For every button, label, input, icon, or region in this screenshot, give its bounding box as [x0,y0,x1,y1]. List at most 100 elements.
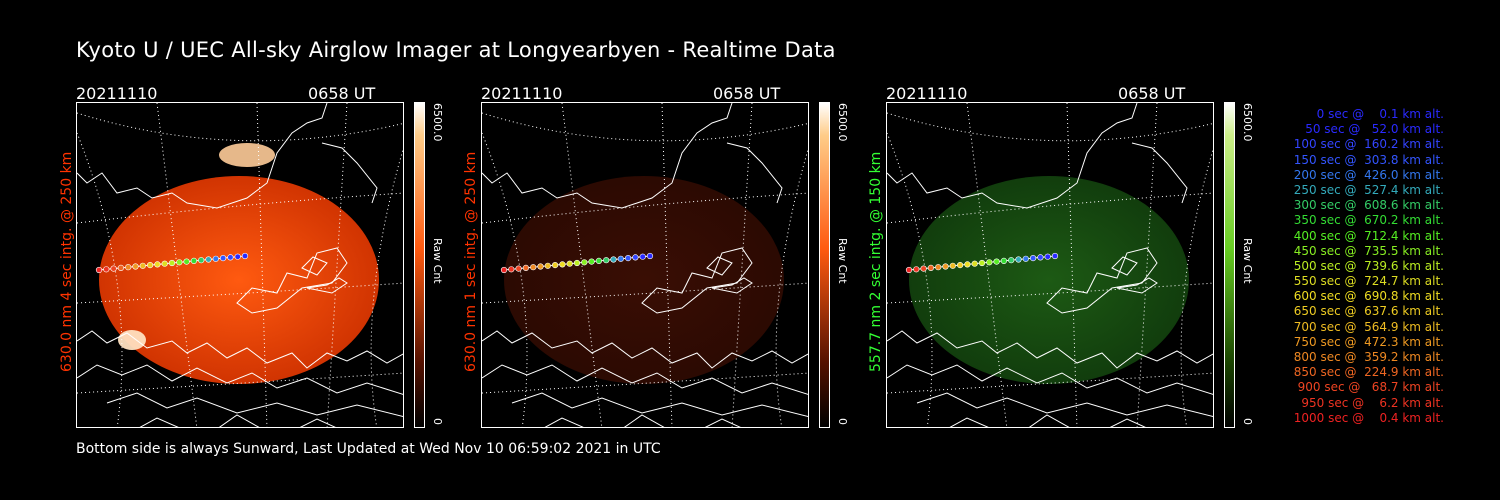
trajectory-point [1051,252,1059,260]
bright-patch [118,330,146,350]
trajectory-point [559,261,566,268]
panel-1-cbar-max: 6500.0 [431,103,444,142]
trajectory-point [537,263,544,270]
legend-item: 800 sec @ 359.2 km alt. [1289,350,1444,364]
panel-2-cbar-max: 6500.0 [836,103,849,142]
trajectory-point [964,261,971,268]
trajectory-point [530,264,537,271]
bright-patch [219,143,275,167]
panel-2-date: 20211110 [481,84,563,103]
panel-1-image [76,102,404,428]
trajectory-point [566,260,573,267]
legend-item: 950 sec @ 6.2 km alt. [1297,395,1444,410]
map-grid [482,103,808,427]
trajectory-point [544,262,551,269]
legend-item: 850 sec @ 224.9 km alt. [1289,365,1444,380]
trajectory-point [551,262,559,269]
trajectory-point [639,253,646,260]
legend-item: 750 sec @ 472.3 km alt. [1289,334,1444,349]
trajectory-point [168,259,176,267]
legend-item: 1000 sec @ 0.4 km alt. [1293,410,1444,425]
trajectory-point [927,264,935,271]
trajectory-point [139,262,146,269]
panel-2-map [482,103,808,427]
trajectory-point [212,255,219,262]
trajectory-point [515,265,522,272]
legend-item: 450 sec @ 735.5 km alt. [1289,243,1444,258]
panel-3-cbar-unit: Raw Cnt [1241,238,1254,284]
trajectory-point [125,264,132,271]
legend-item: 300 sec @ 608.6 km alt. [1289,198,1444,213]
trajectory-point [913,266,920,273]
trajectory-legend: 0 sec @ 0.1 km alt. 50 sec @ 52.0 km alt… [1262,107,1444,426]
trajectory-point [227,254,234,261]
trajectory-point [1008,257,1015,264]
trajectory-point [632,254,639,261]
legend-item: 150 sec @ 303.8 km alt. [1289,152,1444,167]
trajectory-point [1030,255,1037,262]
map-grid [77,103,403,427]
trajectory-point [220,255,227,262]
trajectory-point [949,262,956,269]
legend-item: 350 sec @ 670.2 km alt. [1289,213,1444,228]
legend-item: 500 sec @ 739.6 km alt. [1289,258,1444,273]
legend-item: 600 sec @ 690.8 km alt. [1289,289,1444,304]
panel-1-cbar-unit: Raw Cnt [431,238,444,284]
trajectory-point [234,253,241,260]
trajectory-point [176,259,183,266]
trajectory-point [110,265,117,272]
trajectory-point [117,264,125,271]
trajectory-point [500,266,508,274]
legend-item: 900 sec @ 68.7 km alt. [1293,380,1444,395]
legend-item: 50 sec @ 52.0 km alt. [1297,122,1444,137]
legend-item: 550 sec @ 724.7 km alt. [1289,274,1444,289]
trajectory-point [183,258,190,265]
trajectory-point [942,263,949,270]
coastline [77,103,403,427]
trajectory-point [978,259,986,267]
trajectory-point [154,261,161,268]
trajectory-point [603,257,610,264]
panel-3-cbar-max: 6500.0 [1241,103,1254,142]
panel-1-map [77,103,403,427]
trajectory-point [190,257,197,264]
trajectory-point [971,260,978,267]
panel-1-colorbar [414,102,425,428]
legend-item: 0 sec @ 0.1 km alt. [1305,107,1444,121]
trajectory-point [1022,255,1029,262]
trajectory-point [1015,256,1022,263]
panel-1-ylabel: 630.0 nm 4 sec intg. @ 250 km [59,151,75,372]
airglow-disk [99,176,379,384]
trajectory-point [103,266,110,273]
trajectory-point [581,259,588,266]
trajectory-point [993,258,1000,265]
panel-1-date: 20211110 [76,84,158,103]
trajectory-point [610,256,617,263]
airglow-disk [504,176,784,384]
trajectory-point [956,262,964,269]
trajectory-point [508,266,515,273]
panel-2-time: 0658 UT [713,84,781,103]
panel-3-map [887,103,1213,427]
panel-3-ylabel: 557.7 nm 2 sec intg. @ 150 km [868,151,884,372]
coastline [887,103,1213,427]
legend-item: 200 sec @ 426.0 km alt. [1289,167,1444,182]
trajectory-point [935,264,942,271]
coastline [482,103,808,427]
trajectory-point [617,255,624,262]
panel-2-image [481,102,809,428]
page-title: Kyoto U / UEC All-sky Airglow Imager at … [76,38,836,62]
panel-3-colorbar [1224,102,1235,428]
trajectory-point [573,259,581,267]
map-grid [887,103,1213,427]
panel-2-cbar-min: 0 [836,418,849,425]
trajectory-point [205,256,212,263]
trajectory-point [1037,254,1044,261]
legend-item: 250 sec @ 527.4 km alt. [1289,182,1444,197]
footer-note: Bottom side is always Sunward, Last Upda… [76,441,661,457]
trajectory-point [241,252,249,260]
trajectory-point [198,257,205,264]
trajectory-point [161,260,168,267]
legend-item: 700 sec @ 564.9 km alt. [1289,319,1444,334]
panel-2-ylabel: 630.0 nm 1 sec intg. @ 250 km [463,151,479,372]
